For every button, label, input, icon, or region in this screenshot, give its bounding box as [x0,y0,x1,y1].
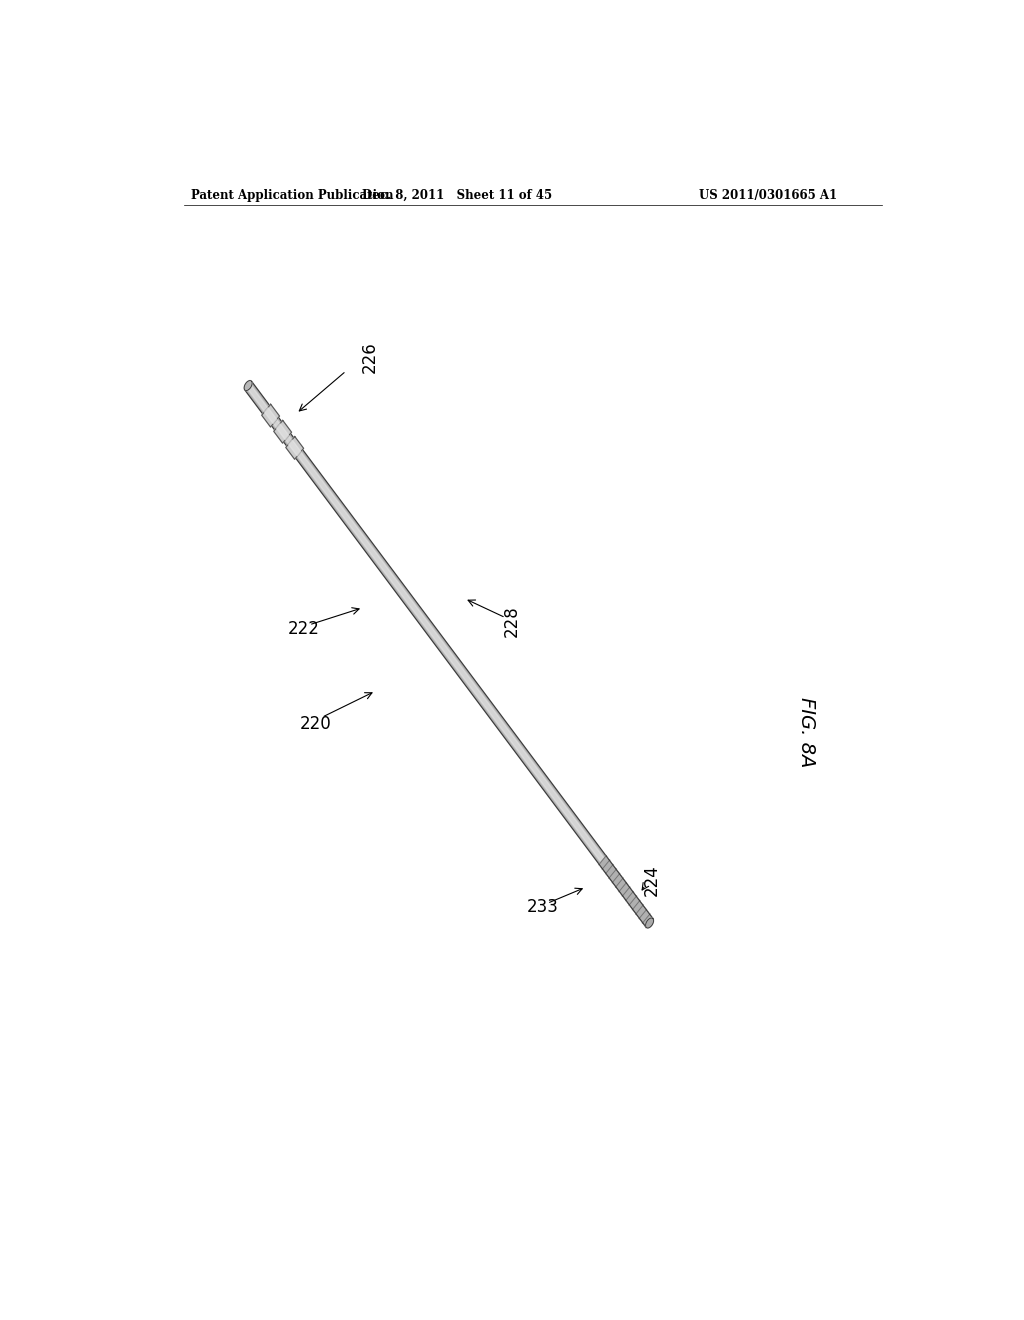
Text: US 2011/0301665 A1: US 2011/0301665 A1 [699,189,838,202]
Text: FIG. 8A: FIG. 8A [797,697,816,768]
Polygon shape [262,404,280,428]
Polygon shape [264,408,276,424]
Polygon shape [289,440,301,455]
Text: 220: 220 [300,714,332,733]
Text: 224: 224 [643,865,660,896]
Polygon shape [273,420,292,444]
Polygon shape [645,917,653,928]
Polygon shape [244,380,252,391]
Polygon shape [247,384,651,925]
Text: 226: 226 [361,342,379,374]
Polygon shape [599,855,653,927]
Text: 233: 233 [526,899,558,916]
Text: 228: 228 [503,605,520,636]
Polygon shape [245,389,646,927]
Text: Dec. 8, 2011   Sheet 11 of 45: Dec. 8, 2011 Sheet 11 of 45 [362,189,552,202]
Polygon shape [286,437,303,459]
Polygon shape [276,424,289,440]
Text: Patent Application Publication: Patent Application Publication [191,189,394,202]
Polygon shape [245,381,653,927]
Polygon shape [251,381,653,920]
Text: 222: 222 [288,620,321,638]
